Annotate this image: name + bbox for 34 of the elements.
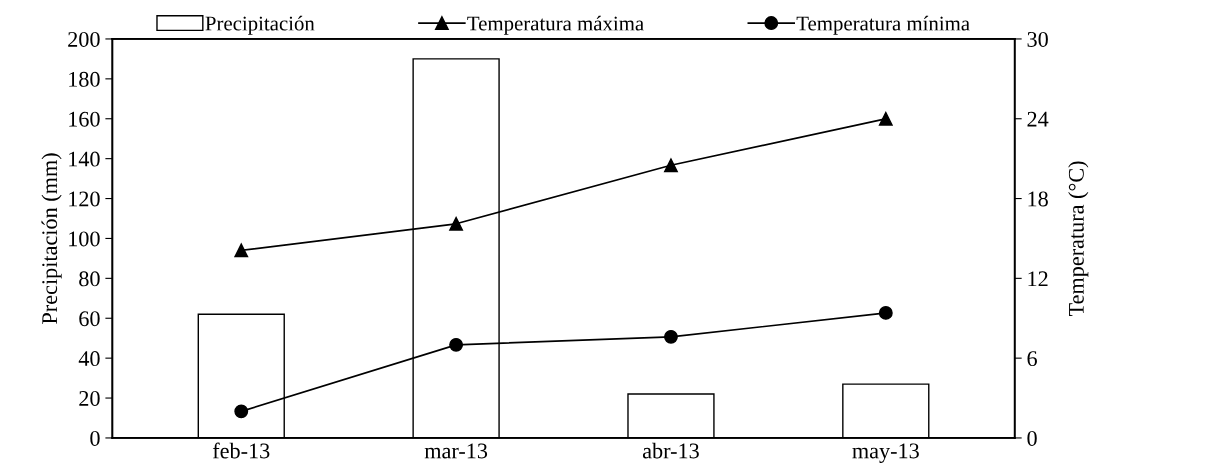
y-tick-label: 120 [69, 191, 100, 207]
x-tick-label: may-13 [852, 443, 919, 463]
point [449, 337, 464, 352]
y-tick-label: 160 [69, 111, 100, 127]
y-axis-title: Precipitación (mm) [41, 153, 62, 324]
y2-tick-label: 18 [1028, 191, 1048, 207]
point [878, 305, 893, 320]
point [234, 243, 249, 258]
y2-tick-label: 0 [1027, 430, 1037, 446]
legend-label: Precipitación [205, 15, 315, 35]
y2-axis-title: Temperatura (°C) [1068, 161, 1089, 317]
point [449, 216, 464, 231]
y-tick-label: 180 [69, 71, 100, 87]
point [878, 111, 893, 126]
point [664, 329, 678, 344]
legend-label: Temperatura mínima [796, 15, 970, 35]
y-tick-label: 200 [68, 31, 100, 47]
y-tick-label: 60 [79, 311, 100, 327]
y2-tick-label: 30 [1027, 31, 1048, 47]
y-tick-label: 140 [69, 151, 100, 167]
legend-label: Temperatura máxima [467, 15, 644, 35]
y2-tick-label: 6 [1027, 351, 1037, 367]
y-tick-label: 80 [79, 271, 100, 287]
point [234, 404, 249, 419]
y2-tick-label: 12 [1028, 271, 1048, 287]
y-tick-label: 100 [69, 231, 100, 247]
x-tick-label: abr-13 [642, 442, 699, 459]
x-tick-label: feb-13 [212, 442, 270, 459]
y-tick-label: 20 [79, 390, 100, 406]
x-tick-label: mar-13 [424, 443, 488, 459]
y2-tick-label: 24 [1027, 111, 1049, 127]
y-tick-label: 40 [78, 351, 100, 367]
y-tick-label: 0 [90, 430, 100, 446]
point [664, 158, 678, 173]
